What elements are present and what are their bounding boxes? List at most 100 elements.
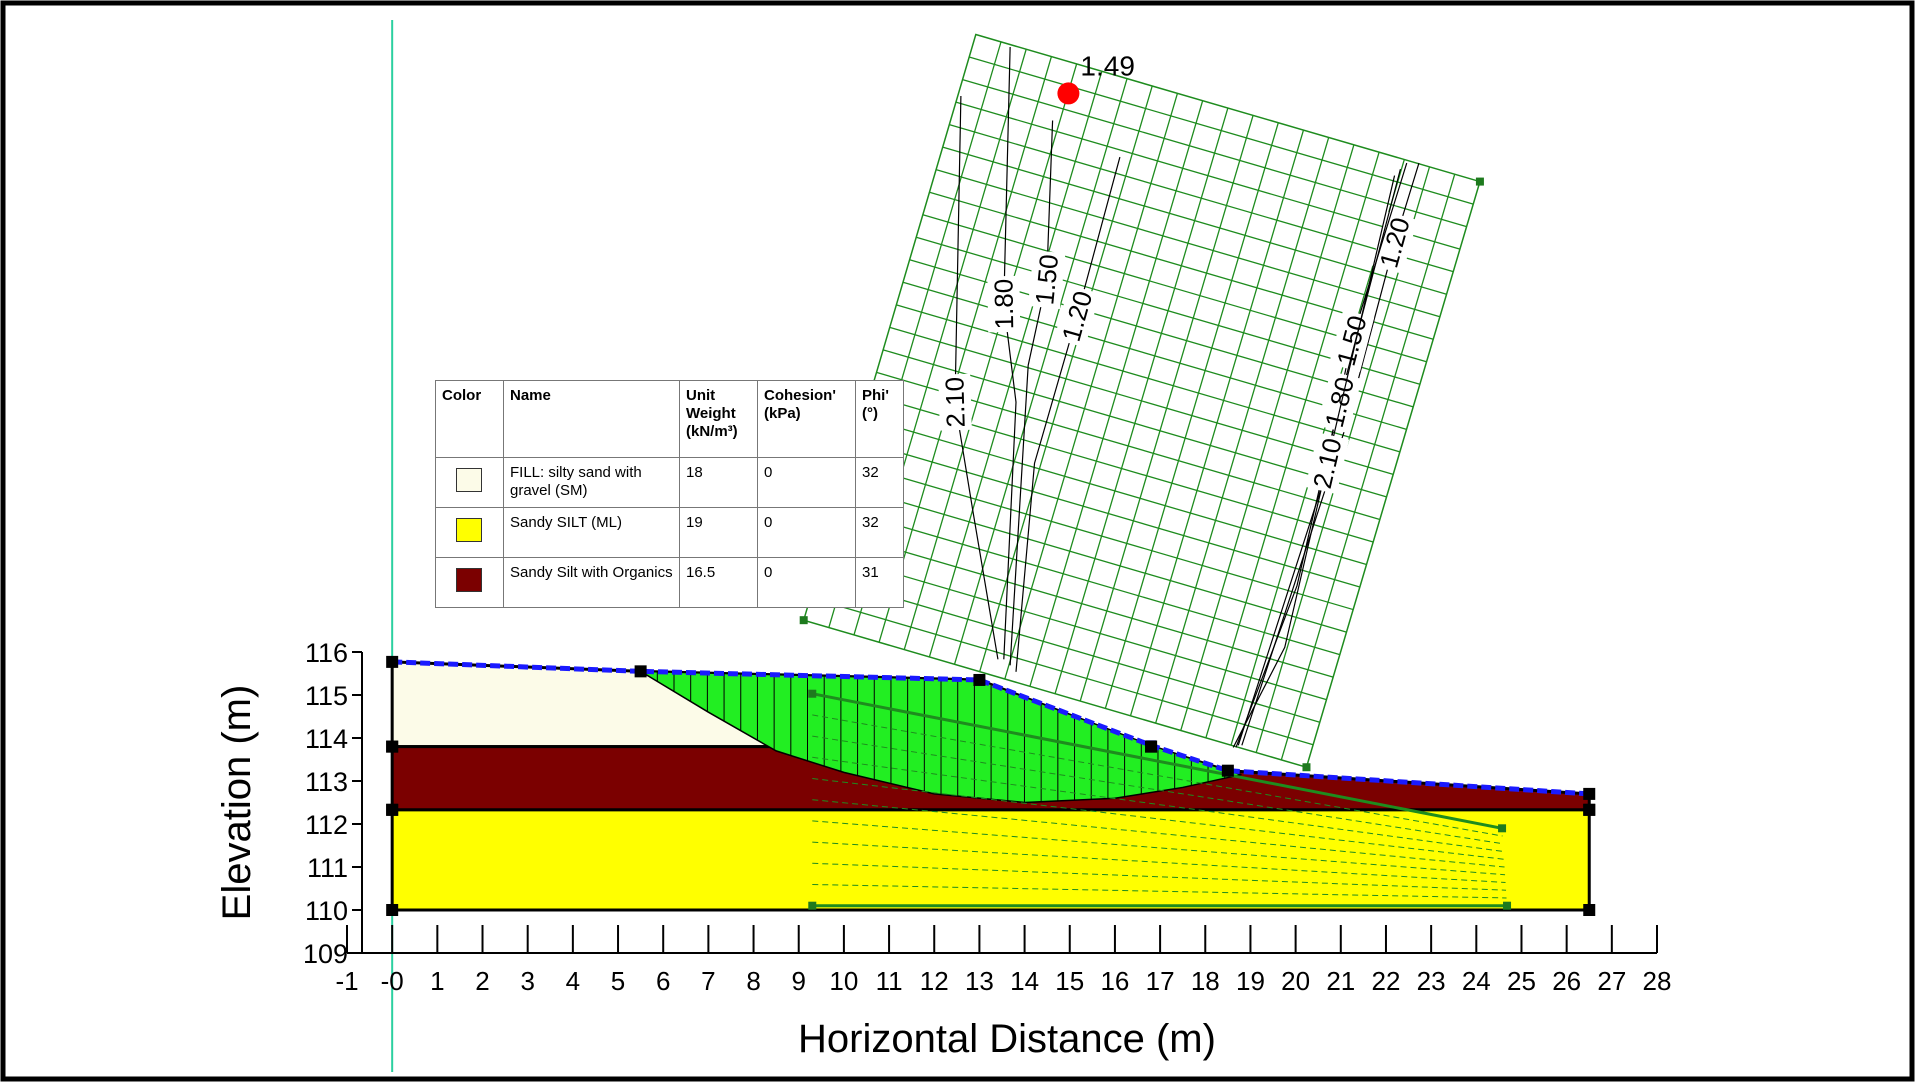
color-cell [435, 557, 504, 608]
x-tick-label: 14 [1010, 966, 1039, 996]
x-tick-label: 19 [1236, 966, 1265, 996]
x-tick-label: 11 [876, 966, 903, 996]
contour-label-text: 1.20 [1373, 214, 1415, 271]
table-row: Sandy Silt with Organics 16.5 0 31 [435, 557, 904, 608]
region-point [634, 665, 647, 678]
table-cell: 0 [757, 457, 856, 508]
x-tick-label: 6 [656, 966, 670, 996]
contour-label: 2.10 [1305, 432, 1350, 495]
contour-line [1235, 168, 1402, 748]
header-cell: Phi' (°) [855, 380, 904, 458]
x-tick-label: 24 [1462, 966, 1491, 996]
contour-label-text: 1.50 [1029, 253, 1064, 306]
color-swatch [456, 568, 482, 592]
radius-edge [811, 692, 1503, 830]
table-cell: 31 [855, 557, 904, 608]
contour-line [1015, 156, 1121, 672]
table-row: Sandy SILT (ML) 19 0 32 [435, 507, 904, 558]
x-tick-label: 7 [701, 966, 715, 996]
x-tick-label: 26 [1552, 966, 1581, 996]
contour-label-text: 2.10 [1307, 435, 1348, 491]
contour-line [1232, 175, 1396, 748]
x-tick-label: -1 [335, 966, 358, 996]
contour-label: 1.20 [1054, 284, 1100, 348]
contour-line [954, 95, 999, 660]
grid-line [810, 597, 1314, 746]
y-axis-title: Elevation (m) [215, 685, 259, 921]
contour-label-text: 1.20 [1056, 288, 1098, 345]
table-cell: 18 [679, 457, 758, 508]
y-tick-label: 114 [305, 724, 348, 754]
radius-point [808, 689, 817, 698]
contour-label-bg [1329, 309, 1375, 372]
table-cell: Sandy SILT (ML) [503, 507, 680, 558]
grid-corner [1302, 763, 1311, 772]
grid-line [968, 56, 1474, 205]
x-tick-label: 10 [829, 966, 858, 996]
header-cell: Name [503, 380, 680, 458]
contour-line [1009, 120, 1054, 666]
region-point [1583, 904, 1596, 916]
contour-label-text: 1.80 [988, 279, 1019, 330]
contour-label: 1.50 [1329, 309, 1375, 372]
region-point [386, 655, 399, 668]
x-tick-label: 22 [1372, 966, 1401, 996]
critical-fs: 1.49 [1080, 50, 1135, 81]
region-point [1583, 803, 1596, 816]
grid-corner [799, 616, 808, 625]
x-tick-label: -0 [381, 966, 404, 996]
table-cell: 0 [757, 507, 856, 558]
radius-line [812, 862, 1507, 891]
grid-corner [1475, 177, 1484, 186]
contour-label-text: 2.10 [939, 376, 970, 427]
contour-label: 1.50 [1028, 250, 1066, 310]
x-tick-label: 3 [520, 966, 534, 996]
x-tick-label: 12 [920, 966, 949, 996]
region-point [386, 904, 399, 916]
table-cell: 19 [679, 507, 758, 558]
legend-table: Color Name Unit Weight (kN/m³) Cohesion' (k… [435, 380, 904, 608]
region-point [1221, 764, 1234, 777]
x-tick-label: 20 [1281, 966, 1310, 996]
x-tick-label: 28 [1643, 966, 1672, 996]
table-cell: 32 [855, 507, 904, 558]
grid-line [935, 169, 1441, 318]
contour-label-bg [1028, 250, 1066, 310]
contour-label-bg [1054, 284, 1100, 348]
radius-point [808, 901, 817, 910]
grid-line [856, 439, 1361, 588]
radius-line [812, 820, 1506, 876]
x-tick-label: 27 [1597, 966, 1626, 996]
x-tick-label: 8 [746, 966, 760, 996]
contour-label-bg [1305, 432, 1350, 495]
header-cell: Cohesion' (kPa) [757, 380, 856, 458]
radius-line [812, 714, 1503, 837]
grid-line [955, 101, 1461, 250]
table-cell: Sandy Silt with Organics [503, 557, 680, 608]
grid-line [843, 484, 1347, 633]
x-tick-label: 13 [965, 966, 994, 996]
region-point [973, 673, 986, 686]
radius-line [812, 841, 1506, 883]
y-tick-label: 112 [305, 810, 348, 840]
radius-line [812, 884, 1507, 899]
y-tick-label: 111 [307, 853, 348, 883]
x-tick-label: 4 [566, 966, 580, 996]
color-swatch [456, 518, 482, 542]
region-point [386, 803, 399, 816]
header-cell: Unit Weight (kN/m³) [679, 380, 758, 458]
y-tick-label: 110 [305, 896, 348, 926]
x-tick-label: 16 [1100, 966, 1129, 996]
x-tick-label: 2 [475, 966, 489, 996]
region-point [1583, 787, 1596, 800]
x-tick-label: 21 [1326, 966, 1355, 996]
grid-line [896, 304, 1401, 453]
x-tick-label: 1 [430, 966, 444, 996]
x-tick-label: 25 [1507, 966, 1536, 996]
color-cell [435, 507, 504, 558]
contour-label-bg [938, 373, 972, 431]
grid-line [949, 123, 1454, 273]
region-point [1145, 740, 1158, 753]
